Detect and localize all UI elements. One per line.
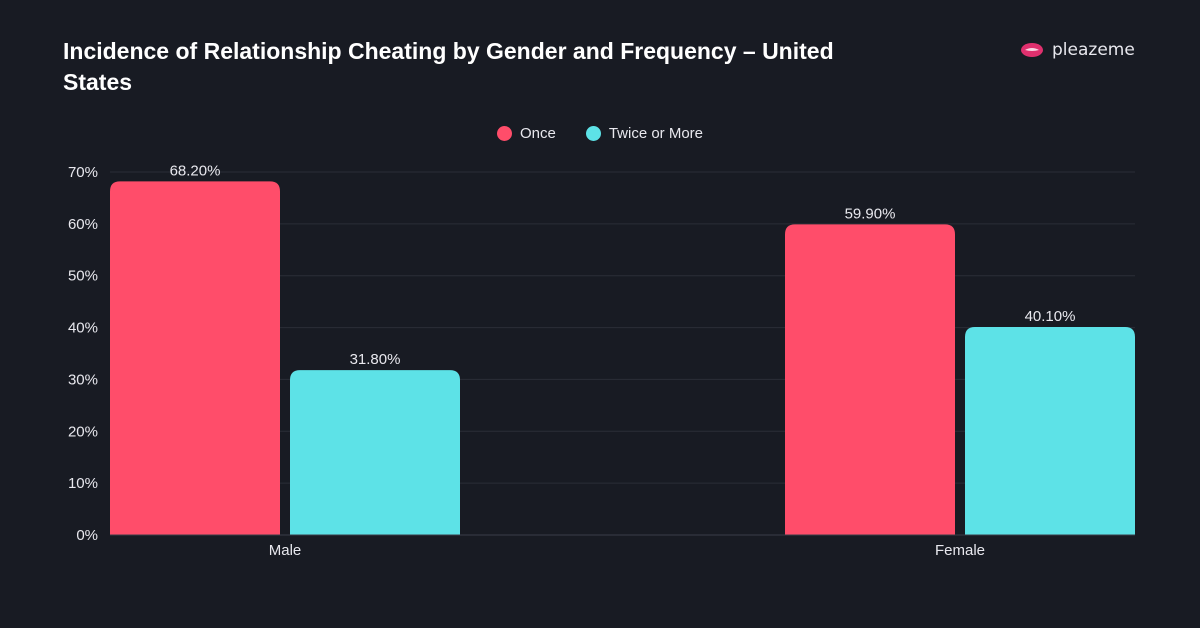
x-tick-label: Female xyxy=(935,542,985,559)
y-tick-label: 70% xyxy=(68,164,98,181)
data-label: 68.20% xyxy=(170,162,221,179)
y-tick-label: 10% xyxy=(68,475,98,492)
data-label: 31.80% xyxy=(350,351,401,368)
data-label: 59.90% xyxy=(845,205,896,222)
x-tick-label: Male xyxy=(269,542,302,559)
y-tick-label: 40% xyxy=(68,320,98,337)
legend-swatch xyxy=(496,126,512,141)
data-label: 40.10% xyxy=(1025,308,1076,325)
y-tick-label: 50% xyxy=(68,268,98,285)
y-tick-label: 30% xyxy=(68,371,98,388)
chart-title: Incidence of Relationship Cheating by Ge… xyxy=(63,38,834,95)
bar-twice-or-more-male xyxy=(290,370,460,535)
bar-once-male xyxy=(110,181,280,535)
brand-logo: pleazeme xyxy=(1020,40,1135,60)
lips-icon xyxy=(1021,43,1043,57)
y-tick-label: 20% xyxy=(68,423,98,440)
legend-swatch xyxy=(585,126,601,141)
legend-label: Once xyxy=(519,125,556,142)
brand-name: pleazeme xyxy=(1052,40,1135,60)
y-tick-label: 0% xyxy=(76,527,98,544)
legend: Once Twice or More xyxy=(0,125,1200,142)
y-tick-label: 60% xyxy=(68,216,98,233)
bar-twice-or-more-female xyxy=(965,327,1135,535)
legend-label: Twice or More xyxy=(608,125,704,142)
legend-item-twice[interactable]: Twice or More xyxy=(585,125,704,142)
bar-once-female xyxy=(785,224,955,535)
legend-item-once[interactable]: Once xyxy=(496,125,556,142)
